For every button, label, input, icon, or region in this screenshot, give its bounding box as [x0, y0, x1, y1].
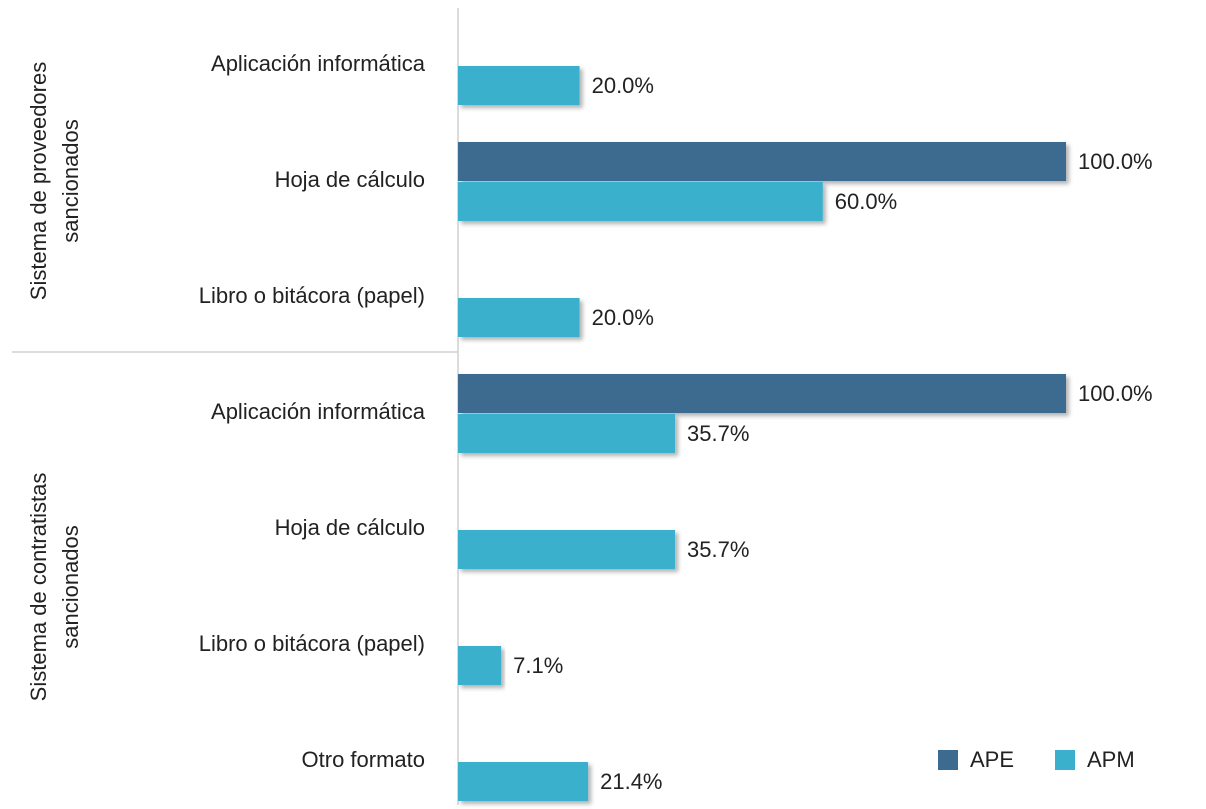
bar	[458, 182, 823, 221]
group-label-line: sancionados	[58, 525, 83, 649]
value-label: 7.1%	[513, 653, 563, 678]
bar	[458, 374, 1066, 413]
value-label: 100.0%	[1078, 381, 1153, 406]
bar	[458, 530, 676, 569]
bar	[458, 762, 589, 801]
category-label: Libro o bitácora (papel)	[199, 631, 425, 656]
bar	[458, 646, 502, 685]
group-label-line: Sistema de proveedores	[26, 62, 51, 300]
category-label: Aplicación informática	[211, 51, 426, 76]
legend-label: APE	[970, 747, 1014, 772]
group-label-line: Sistema de contratistas	[26, 473, 51, 702]
value-label: 20.0%	[592, 305, 654, 330]
value-label: 35.7%	[687, 421, 749, 446]
value-label: 100.0%	[1078, 149, 1153, 174]
category-label: Libro o bitácora (papel)	[199, 283, 425, 308]
legend-swatch	[938, 750, 958, 770]
group-label-line: sancionados	[58, 119, 83, 243]
value-label: 60.0%	[835, 189, 897, 214]
bar	[458, 142, 1066, 181]
group-label: Sistema de proveedores sancionados	[26, 62, 83, 300]
legend-swatch	[1055, 750, 1075, 770]
value-label: 20.0%	[592, 73, 654, 98]
legend-label: APM	[1087, 747, 1135, 772]
value-label: 21.4%	[600, 769, 662, 794]
category-label: Hoja de cálculo	[275, 167, 425, 192]
value-label: 35.7%	[687, 537, 749, 562]
bar	[458, 66, 580, 105]
bar	[458, 414, 676, 453]
group-label: Sistema de contratistas sancionados	[26, 473, 83, 702]
category-label: Hoja de cálculo	[275, 515, 425, 540]
category-label: Otro formato	[302, 747, 425, 772]
category-label: Aplicación informática	[211, 399, 426, 424]
bar	[458, 298, 580, 337]
